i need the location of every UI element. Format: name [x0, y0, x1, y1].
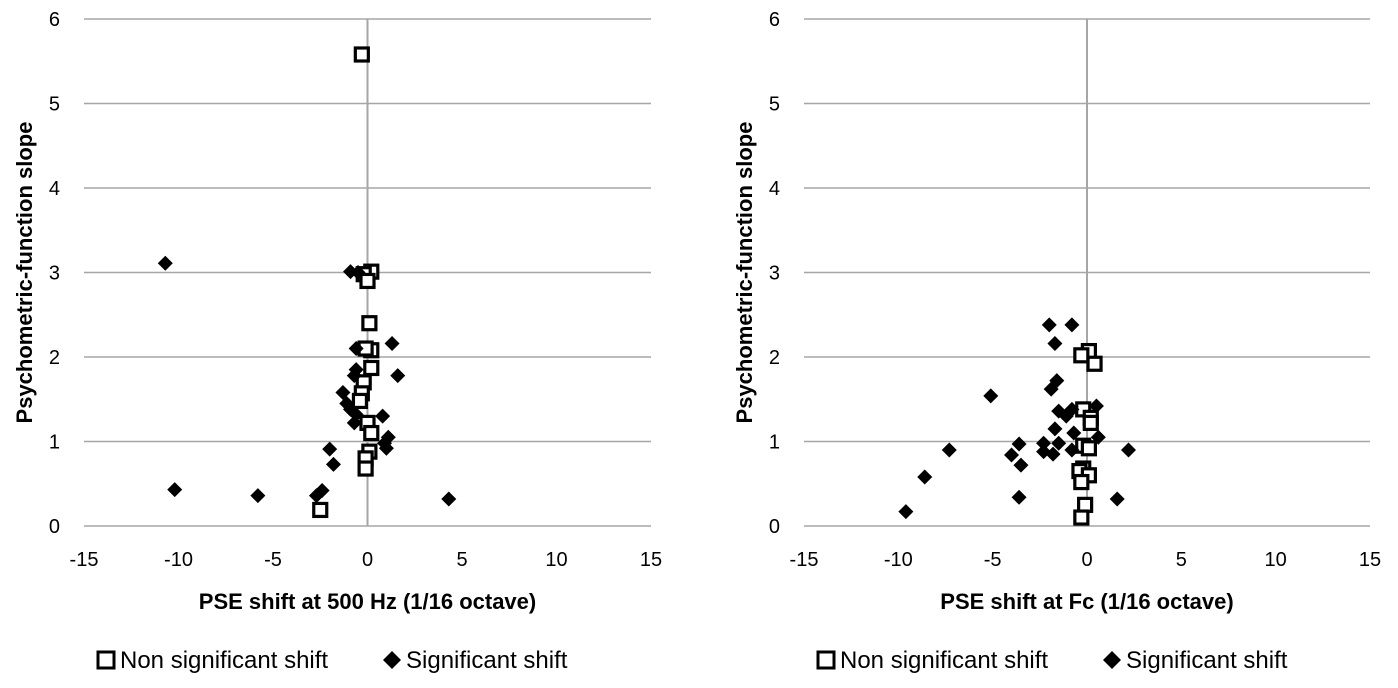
non-significant-point: [1082, 414, 1099, 432]
significant-point: [325, 456, 341, 472]
x-tick-label: 15: [1359, 549, 1381, 571]
significant-point: [1045, 446, 1061, 462]
y-axis-title: Psychometric-function slope: [12, 122, 37, 424]
significant-point: [350, 265, 366, 280]
significant-point: [1051, 435, 1067, 451]
y-tick-label: 1: [769, 432, 780, 454]
non-significant-point: [1073, 347, 1090, 364]
significant-point: [348, 341, 364, 357]
x-tick-label: 10: [1265, 549, 1287, 571]
non-significant-point: [353, 46, 370, 63]
significant-point: [1090, 429, 1106, 445]
non-significant-point: [1073, 473, 1090, 491]
legend: Non significant shift Significant shift: [816, 647, 1288, 674]
legend-label: Significant shift: [1126, 647, 1288, 674]
y-tick-label: 2: [49, 347, 60, 369]
significant-point: [375, 408, 391, 424]
y-tick-label: 4: [49, 178, 60, 200]
legend-square-icon: [816, 650, 836, 670]
significant-point: [1011, 489, 1027, 505]
significant-point: [157, 255, 173, 271]
significant-point: [983, 388, 999, 404]
significant-point: [917, 469, 933, 485]
y-tick-label: 0: [49, 516, 60, 538]
legend-label: Non significant shift: [120, 647, 328, 674]
y-tick-label: 4: [769, 178, 780, 200]
legend: Non significant shift Significant shift: [96, 647, 568, 674]
y-tick-label: 5: [49, 94, 60, 116]
significant-point: [1066, 425, 1082, 441]
legend-square-icon: [96, 650, 116, 670]
significant-point: [378, 440, 394, 456]
significant-point: [1121, 442, 1137, 458]
x-tick-label: 15: [640, 549, 662, 571]
non-significant-point: [1073, 509, 1090, 526]
significant-point: [322, 441, 338, 457]
x-tick-label: -15: [70, 549, 99, 571]
x-tick-label: 0: [362, 549, 373, 571]
significant-point: [1109, 491, 1125, 507]
significant-point: [898, 504, 914, 520]
significant-point: [346, 368, 362, 384]
y-tick-label: 6: [769, 9, 780, 31]
significant-point: [250, 488, 266, 504]
significant-point: [1041, 317, 1057, 333]
non-significant-point: [361, 315, 378, 332]
x-axis-title: PSE shift at Fc (1/16 octave): [940, 589, 1233, 614]
x-tick-label: 10: [545, 549, 567, 571]
non-significant-point: [363, 424, 380, 442]
legend-diamond-icon: [383, 651, 401, 669]
significant-point: [167, 482, 183, 498]
x-tick-label: -10: [164, 549, 193, 571]
y-tick-label: 5: [769, 94, 780, 116]
significant-point: [346, 415, 362, 431]
significant-point: [1011, 436, 1027, 452]
x-tick-label: 5: [1176, 549, 1187, 571]
legend-label: Significant shift: [406, 647, 568, 674]
y-tick-label: 3: [769, 263, 780, 285]
significant-point: [941, 442, 957, 458]
non-significant-point: [1080, 440, 1097, 457]
x-tick-label: -10: [884, 549, 913, 571]
non-significant-point: [359, 272, 376, 290]
legend-diamond-icon: [1103, 651, 1121, 669]
significant-point: [384, 335, 400, 351]
x-tick-label: -15: [790, 549, 819, 571]
non-significant-point: [357, 460, 374, 477]
significant-point: [1043, 381, 1059, 397]
significant-point: [1064, 317, 1080, 333]
significant-point: [1036, 435, 1052, 451]
significant-point: [1088, 398, 1104, 414]
left-chart-panel: 0 1 2 3 4 5 6 -15 -10 -5 0 5 10 15 PSE shift at 500 Hz…: [12, 9, 662, 674]
significant-point: [308, 488, 324, 504]
non-significant-point: [363, 359, 380, 377]
x-tick-label: 0: [1081, 549, 1092, 571]
x-axis-title: PSE shift at 500 Hz (1/16 octave): [199, 589, 536, 614]
non-significant-point: [312, 501, 329, 519]
non-significant-point: [1077, 496, 1094, 513]
significant-point: [1013, 457, 1029, 473]
significant-point: [1004, 447, 1020, 463]
y-tick-label: 1: [49, 432, 60, 454]
significant-point: [1064, 442, 1080, 458]
x-tick-label: -5: [264, 549, 282, 571]
significant-point: [441, 491, 457, 507]
significant-point: [1051, 403, 1067, 419]
y-tick-label: 0: [769, 516, 780, 538]
significant-point: [1047, 335, 1063, 351]
non-significant-point: [1086, 355, 1103, 372]
y-axis-title: Psychometric-function slope: [732, 122, 757, 424]
right-chart-panel: 0 1 2 3 4 5 6 -15 -10 -5 0 5 10 15 PSE shift at Fc (1/…: [732, 9, 1381, 674]
significant-point: [1047, 421, 1063, 437]
x-tick-label: -5: [984, 549, 1002, 571]
y-tick-label: 2: [769, 347, 780, 369]
significant-point: [390, 368, 406, 384]
y-tick-label: 6: [49, 9, 60, 31]
x-tick-label: 5: [456, 549, 467, 571]
y-tick-label: 3: [49, 263, 60, 285]
legend-label: Non significant shift: [840, 647, 1048, 674]
non-significant-point: [351, 392, 369, 410]
